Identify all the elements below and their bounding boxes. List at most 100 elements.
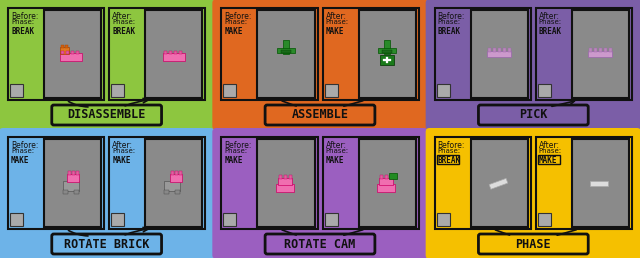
Bar: [61, 45, 63, 48]
Bar: [171, 171, 173, 175]
Bar: [470, 139, 528, 227]
Bar: [68, 171, 70, 175]
Text: Before:: Before:: [11, 141, 38, 150]
Bar: [386, 57, 388, 63]
Bar: [276, 184, 294, 192]
Bar: [111, 213, 124, 226]
Bar: [436, 213, 450, 226]
Bar: [111, 84, 124, 97]
Text: Phase:: Phase:: [11, 19, 34, 25]
Bar: [145, 139, 202, 227]
Bar: [44, 139, 101, 227]
Bar: [604, 48, 607, 52]
Text: Phase:: Phase:: [539, 19, 562, 25]
Bar: [378, 48, 396, 53]
Bar: [436, 84, 450, 97]
Bar: [323, 8, 419, 100]
Bar: [609, 48, 612, 52]
Text: After:: After:: [539, 141, 560, 150]
Bar: [60, 47, 68, 54]
Bar: [488, 48, 492, 52]
Bar: [358, 139, 415, 227]
FancyBboxPatch shape: [52, 234, 161, 254]
FancyBboxPatch shape: [426, 0, 640, 130]
Bar: [8, 8, 104, 100]
Text: BREAK: BREAK: [438, 156, 461, 165]
Bar: [470, 10, 528, 98]
Bar: [384, 40, 390, 54]
Text: MAKE: MAKE: [326, 27, 344, 36]
Bar: [284, 175, 287, 179]
FancyBboxPatch shape: [265, 234, 375, 254]
Bar: [76, 51, 79, 54]
Bar: [380, 175, 383, 179]
Bar: [277, 48, 295, 53]
Text: MAKE: MAKE: [11, 156, 29, 165]
Bar: [63, 190, 68, 194]
Text: Before:: Before:: [438, 141, 465, 150]
Bar: [595, 48, 597, 52]
Bar: [324, 84, 337, 97]
FancyBboxPatch shape: [479, 234, 588, 254]
Bar: [379, 178, 393, 185]
Bar: [591, 181, 609, 186]
Bar: [10, 213, 23, 226]
Text: BREAK: BREAK: [438, 27, 461, 36]
Bar: [223, 84, 236, 97]
Bar: [8, 137, 104, 229]
Bar: [538, 84, 551, 97]
Text: PICK: PICK: [519, 109, 548, 122]
Text: Phase:: Phase:: [225, 19, 248, 25]
Bar: [65, 45, 68, 48]
Bar: [173, 51, 177, 54]
Bar: [60, 53, 81, 61]
Bar: [289, 175, 292, 179]
Bar: [221, 8, 317, 100]
FancyBboxPatch shape: [0, 0, 214, 130]
Bar: [10, 84, 23, 97]
Bar: [358, 10, 415, 98]
Bar: [390, 175, 393, 179]
Text: Before:: Before:: [11, 12, 38, 21]
Text: After:: After:: [112, 12, 133, 21]
Text: Phase:: Phase:: [326, 19, 349, 25]
Bar: [487, 51, 511, 57]
Bar: [164, 181, 180, 191]
Text: Before:: Before:: [438, 12, 465, 21]
Text: MAKE: MAKE: [225, 27, 243, 36]
Bar: [436, 155, 459, 164]
Text: BREAK: BREAK: [112, 27, 135, 36]
Bar: [572, 139, 629, 227]
Bar: [164, 190, 169, 194]
Text: After:: After:: [539, 12, 560, 21]
Bar: [163, 53, 185, 61]
Bar: [389, 173, 397, 179]
Text: ASSEMBLE: ASSEMBLE: [291, 109, 349, 122]
FancyBboxPatch shape: [265, 105, 375, 125]
Bar: [385, 175, 388, 179]
Bar: [257, 10, 314, 98]
Bar: [145, 10, 202, 98]
Bar: [600, 48, 602, 52]
Bar: [257, 139, 314, 227]
Text: Phase:: Phase:: [539, 148, 562, 154]
Bar: [324, 213, 337, 226]
Bar: [588, 51, 612, 57]
Bar: [283, 40, 289, 54]
Text: Phase:: Phase:: [225, 148, 248, 154]
Bar: [281, 50, 291, 53]
Bar: [536, 137, 632, 229]
Bar: [279, 175, 282, 179]
Text: After:: After:: [112, 141, 133, 150]
Bar: [44, 10, 101, 98]
Bar: [175, 190, 180, 194]
Text: After:: After:: [326, 12, 346, 21]
Text: MAKE: MAKE: [112, 156, 131, 165]
Bar: [70, 51, 74, 54]
Bar: [169, 51, 172, 54]
FancyBboxPatch shape: [52, 105, 161, 125]
FancyBboxPatch shape: [426, 128, 640, 258]
Text: DISASSEMBLE: DISASSEMBLE: [67, 109, 146, 122]
Bar: [538, 213, 551, 226]
Bar: [65, 51, 68, 54]
